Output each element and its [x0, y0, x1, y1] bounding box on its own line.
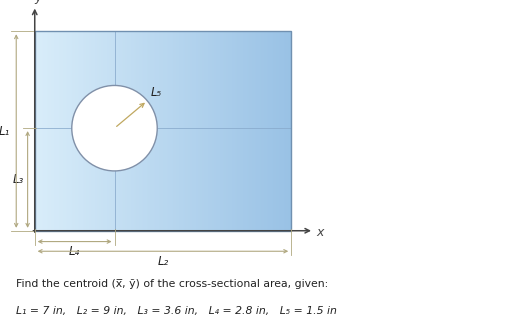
Text: x: x	[316, 226, 324, 239]
Text: L₁: L₁	[0, 125, 10, 137]
Text: L₂: L₂	[157, 255, 169, 268]
Text: L₄: L₄	[69, 245, 80, 258]
Bar	[35, 31, 291, 231]
Text: L₁ = 7 in,   L₂ = 9 in,   L₃ = 3.6 in,   L₄ = 2.8 in,   L₅ = 1.5 in: L₁ = 7 in, L₂ = 9 in, L₃ = 3.6 in, L₄ = …	[16, 306, 337, 316]
Text: L₃: L₃	[13, 173, 24, 186]
Text: y: y	[34, 0, 41, 4]
Text: L₅: L₅	[151, 86, 162, 99]
Circle shape	[72, 85, 157, 171]
Text: Find the centroid (x̅, ỹ) of the cross-sectional area, given:: Find the centroid (x̅, ỹ) of the cross-s…	[16, 279, 328, 289]
